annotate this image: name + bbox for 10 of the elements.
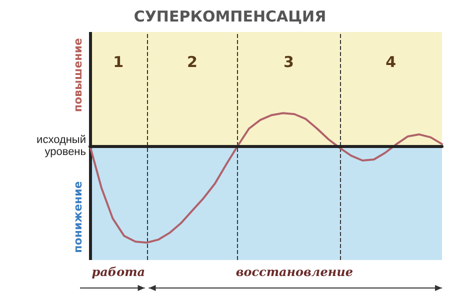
text: исходный уровень xyxy=(36,134,86,158)
text: 2 xyxy=(186,53,198,71)
text: работа xyxy=(92,265,146,279)
chart-title: СУПЕРКОМПЕНСАЦИЯ xyxy=(134,8,326,26)
text: 1 xyxy=(113,53,124,71)
text: понижение xyxy=(72,181,84,253)
text: 3 xyxy=(283,53,294,71)
text: 4 xyxy=(386,53,396,71)
text: восстановление xyxy=(236,265,354,279)
text: повышение xyxy=(72,38,84,112)
